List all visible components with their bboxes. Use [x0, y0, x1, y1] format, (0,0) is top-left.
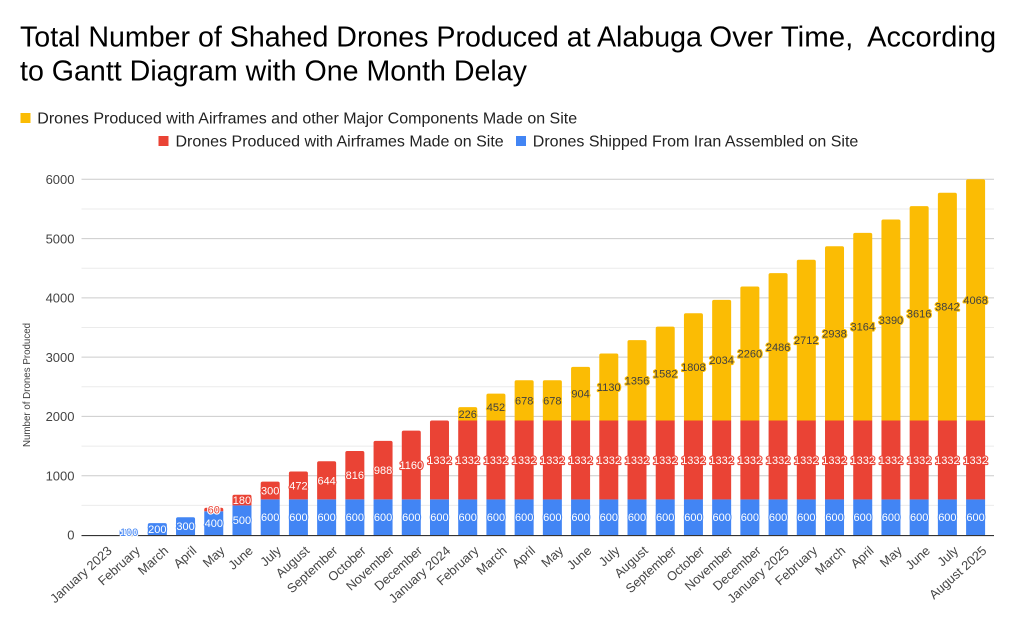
svg-text:2712: 2712: [794, 335, 818, 347]
svg-text:600: 600: [317, 512, 335, 524]
svg-text:600: 600: [966, 512, 984, 524]
svg-text:100: 100: [120, 527, 138, 539]
svg-text:3616: 3616: [907, 308, 931, 320]
svg-text:1332: 1332: [935, 455, 959, 467]
svg-text:600: 600: [938, 512, 956, 524]
svg-text:600: 600: [797, 512, 815, 524]
svg-text:1000: 1000: [46, 468, 75, 483]
svg-text:600: 600: [402, 512, 420, 524]
svg-text:600: 600: [430, 512, 448, 524]
svg-text:600: 600: [515, 512, 533, 524]
svg-text:600: 600: [571, 512, 589, 524]
svg-text:0: 0: [67, 528, 74, 543]
svg-text:226: 226: [459, 409, 477, 421]
svg-text:600: 600: [487, 512, 505, 524]
svg-text:600: 600: [656, 512, 674, 524]
svg-text:1808: 1808: [681, 362, 705, 374]
svg-text:600: 600: [628, 512, 646, 524]
svg-text:472: 472: [289, 480, 307, 492]
svg-text:Number of Drones Produced: Number of Drones Produced: [22, 323, 33, 447]
svg-text:3164: 3164: [850, 322, 874, 334]
svg-text:According: According: [867, 22, 996, 54]
svg-text:6000: 6000: [46, 172, 75, 187]
svg-text:452: 452: [487, 402, 505, 414]
svg-text:60: 60: [208, 505, 220, 517]
svg-text:2486: 2486: [766, 342, 790, 354]
svg-text:988: 988: [374, 465, 392, 477]
svg-text:678: 678: [543, 395, 561, 407]
svg-text:1332: 1332: [879, 455, 903, 467]
svg-text:1332: 1332: [597, 455, 621, 467]
svg-text:Drones Produced with Airframes: Drones Produced with Airframes and other…: [37, 111, 577, 128]
svg-text:400: 400: [205, 518, 223, 530]
svg-text:600: 600: [684, 512, 702, 524]
svg-text:1332: 1332: [568, 455, 592, 467]
svg-text:1332: 1332: [653, 455, 677, 467]
svg-text:1332: 1332: [625, 455, 649, 467]
svg-text:1332: 1332: [540, 455, 564, 467]
svg-text:4068: 4068: [963, 295, 987, 307]
svg-text:2034: 2034: [709, 355, 733, 367]
svg-text:3000: 3000: [46, 350, 75, 365]
svg-text:1332: 1332: [455, 455, 479, 467]
svg-text:2260: 2260: [738, 348, 762, 360]
svg-text:1160: 1160: [399, 460, 423, 472]
svg-text:600: 600: [854, 512, 872, 524]
svg-text:4000: 4000: [46, 291, 75, 306]
svg-text:600: 600: [910, 512, 928, 524]
svg-text:600: 600: [600, 512, 618, 524]
svg-text:2938: 2938: [822, 328, 846, 340]
svg-text:1130: 1130: [597, 382, 621, 394]
svg-text:Over Time,: Over Time,: [709, 22, 853, 54]
svg-text:644: 644: [317, 475, 335, 487]
svg-text:1332: 1332: [484, 455, 508, 467]
svg-text:600: 600: [825, 512, 843, 524]
svg-text:Drones Shipped From Iran Assem: Drones Shipped From Iran Assembled on Si…: [533, 134, 859, 151]
svg-text:600: 600: [374, 512, 392, 524]
svg-text:1332: 1332: [850, 455, 874, 467]
svg-text:600: 600: [346, 512, 364, 524]
svg-text:600: 600: [882, 512, 900, 524]
svg-text:1332: 1332: [794, 455, 818, 467]
svg-text:816: 816: [346, 470, 364, 482]
svg-text:600: 600: [741, 512, 759, 524]
svg-text:1332: 1332: [963, 455, 987, 467]
svg-text:1356: 1356: [625, 375, 649, 387]
svg-text:600: 600: [261, 512, 279, 524]
svg-text:1332: 1332: [709, 455, 733, 467]
svg-text:300: 300: [176, 521, 194, 533]
svg-text:1332: 1332: [512, 455, 536, 467]
svg-text:1582: 1582: [653, 369, 677, 381]
svg-text:200: 200: [148, 524, 166, 536]
svg-text:1332: 1332: [427, 455, 451, 467]
svg-text:600: 600: [769, 512, 787, 524]
svg-text:678: 678: [515, 395, 533, 407]
svg-text:5000: 5000: [46, 231, 75, 246]
svg-text:1332: 1332: [738, 455, 762, 467]
svg-text:1332: 1332: [681, 455, 705, 467]
svg-text:2000: 2000: [46, 409, 75, 424]
svg-text:Total Number of Shahed Drones: Total Number of Shahed Drones Produced a…: [20, 22, 702, 54]
svg-text:904: 904: [571, 389, 589, 401]
svg-text:600: 600: [543, 512, 561, 524]
svg-text:1332: 1332: [766, 455, 790, 467]
svg-text:600: 600: [289, 512, 307, 524]
svg-text:180: 180: [233, 495, 251, 507]
svg-text:3842: 3842: [935, 302, 959, 314]
svg-text:1332: 1332: [822, 455, 846, 467]
svg-text:600: 600: [459, 512, 477, 524]
svg-text:600: 600: [712, 512, 730, 524]
svg-text:to Gantt Diagram with One Mont: to Gantt Diagram with One Month Delay: [20, 56, 528, 88]
svg-text:Drones Produced with Airframes: Drones Produced with Airframes Made on S…: [176, 134, 504, 151]
svg-text:3390: 3390: [879, 315, 903, 327]
svg-text:1332: 1332: [907, 455, 931, 467]
svg-text:300: 300: [261, 486, 279, 498]
svg-text:500: 500: [233, 515, 251, 527]
